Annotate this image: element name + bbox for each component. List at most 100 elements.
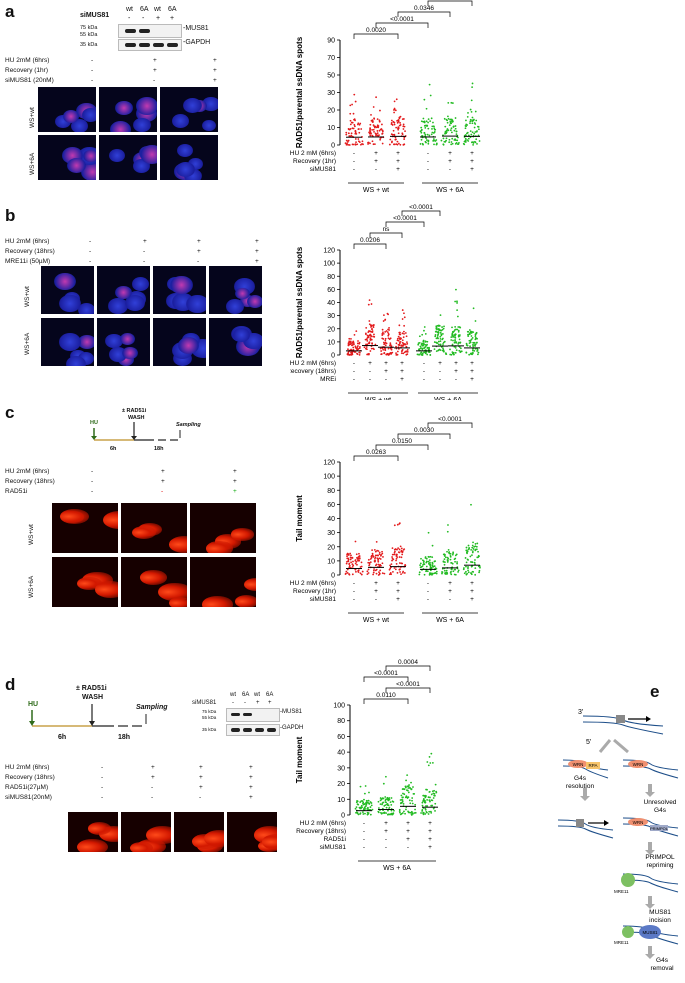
data-point xyxy=(388,573,391,576)
data-point xyxy=(399,568,401,571)
condition-value: + xyxy=(400,368,404,375)
comet-image xyxy=(174,812,224,852)
data-point xyxy=(410,813,413,816)
condition-name: MREi xyxy=(320,376,336,383)
condition-name: HU 2 mM (6hrs) xyxy=(290,150,336,157)
data-point xyxy=(351,352,353,355)
arrow-icon xyxy=(648,842,652,850)
condition-value: + xyxy=(255,248,259,255)
data-point xyxy=(426,799,429,801)
data-point xyxy=(451,330,454,333)
data-point xyxy=(351,103,353,106)
data-point xyxy=(367,303,370,306)
data-point xyxy=(411,802,414,805)
data-point xyxy=(371,554,374,556)
data-point xyxy=(382,782,385,785)
data-point xyxy=(364,785,367,787)
data-point xyxy=(403,143,406,146)
data-point xyxy=(405,808,407,811)
data-point xyxy=(464,134,467,136)
data-point xyxy=(404,812,406,815)
data-point xyxy=(470,572,472,574)
condition-value: - xyxy=(161,488,164,495)
data-point xyxy=(399,813,402,816)
data-point xyxy=(395,352,397,355)
data-point xyxy=(372,106,375,108)
data-point xyxy=(383,314,385,317)
y-tick-label: 30 xyxy=(327,530,335,537)
condition-value: + xyxy=(161,478,165,485)
data-point xyxy=(354,129,357,132)
condition-value: - xyxy=(89,248,92,255)
blot-membrane-top xyxy=(118,24,182,38)
data-point xyxy=(451,102,454,104)
scheme-t1: 6h xyxy=(58,734,67,741)
data-point xyxy=(377,554,380,557)
data-point xyxy=(419,130,422,133)
data-point xyxy=(371,134,374,137)
condition-name: RAD51i xyxy=(5,488,28,495)
row-label: WS+6A xyxy=(29,152,36,175)
data-point xyxy=(398,333,401,336)
data-point xyxy=(387,353,390,356)
data-point xyxy=(410,810,413,813)
data-point xyxy=(473,126,476,129)
data-point xyxy=(427,562,430,565)
data-point xyxy=(393,143,396,146)
data-point xyxy=(376,557,379,560)
data-point xyxy=(467,333,469,336)
condition-value: + xyxy=(249,794,253,801)
data-point xyxy=(445,569,448,572)
lane-sign: - xyxy=(244,700,246,706)
data-point xyxy=(397,551,400,554)
data-point xyxy=(367,799,370,802)
p-value-label: 0.0206 xyxy=(360,237,380,244)
y-tick-label: 100 xyxy=(323,474,335,481)
data-point xyxy=(474,141,477,144)
data-point xyxy=(360,573,363,576)
data-point xyxy=(349,556,352,559)
data-point xyxy=(384,796,387,798)
panel-a-label: a xyxy=(5,2,15,21)
data-point xyxy=(419,347,422,350)
wrn-protein xyxy=(628,760,648,768)
significance-bracket xyxy=(397,11,451,17)
comet-image xyxy=(52,557,118,607)
data-point xyxy=(356,556,358,559)
data-point xyxy=(471,86,474,89)
panel-a-western-blot: siMUS81 wt 6A wt 6A - - + + 75 kDa 55 kD… xyxy=(80,6,280,52)
data-point xyxy=(446,550,448,553)
data-point xyxy=(422,794,425,797)
data-point xyxy=(384,344,387,347)
data-point xyxy=(460,350,463,353)
data-point xyxy=(351,565,354,568)
y-tick-label: 60 xyxy=(327,287,335,294)
condition-value: + xyxy=(454,368,458,375)
data-point xyxy=(347,348,349,351)
data-point xyxy=(425,107,428,110)
data-point xyxy=(445,137,448,140)
data-point xyxy=(384,775,387,778)
panel-b-conditions: HU 2mM (6hrs) Recovery (18hrs) MRE11i (5… xyxy=(5,238,305,268)
data-point xyxy=(474,335,477,338)
data-point xyxy=(421,801,424,804)
data-point xyxy=(424,556,427,558)
data-point xyxy=(426,133,429,136)
condition-name: Recovery (18hrs) xyxy=(5,774,55,781)
data-point xyxy=(379,569,382,572)
data-point xyxy=(396,339,399,342)
data-point xyxy=(431,556,434,559)
data-point xyxy=(389,351,392,354)
data-point xyxy=(421,347,424,350)
data-point xyxy=(417,343,420,346)
data-point xyxy=(402,570,405,573)
data-point xyxy=(451,121,454,123)
condition-value: - xyxy=(375,166,377,173)
data-point xyxy=(374,554,377,557)
data-point xyxy=(381,129,384,132)
data-point xyxy=(466,551,468,554)
data-point xyxy=(390,122,393,124)
data-point xyxy=(398,808,401,811)
data-point xyxy=(473,122,476,124)
data-point xyxy=(354,540,357,543)
